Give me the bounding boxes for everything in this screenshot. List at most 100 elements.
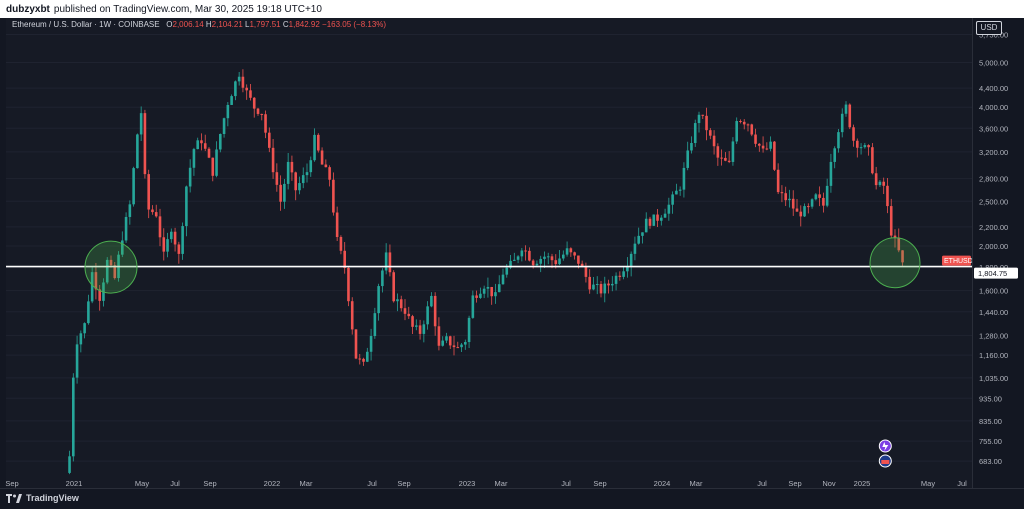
symbol-title: Ethereum / U.S. Dollar · 1W · COINBASE (12, 20, 160, 29)
candle-body (663, 213, 667, 218)
candle-body (780, 192, 784, 194)
candle-body (901, 250, 904, 263)
candle-body (724, 157, 727, 161)
published-text: published on TradingView.com, Mar 30, 20… (53, 3, 322, 15)
candle-body (739, 121, 742, 123)
candle-body (384, 252, 388, 271)
candle-body (614, 275, 618, 284)
candle-body (603, 283, 607, 294)
candle-body (411, 316, 414, 327)
candle-body (520, 250, 524, 257)
candle-body (803, 206, 806, 217)
symbol-legend[interactable]: Ethereum / U.S. Dollar · 1W · COINBASE O… (12, 20, 386, 29)
candle-body (211, 157, 215, 176)
candle-body (675, 190, 678, 195)
candle-body (822, 197, 825, 206)
candle-body (158, 216, 162, 238)
candle-body (354, 329, 358, 359)
candle-body (705, 115, 708, 131)
time-tick-label: 2023 (459, 479, 476, 488)
candle-body (283, 183, 286, 202)
price-tick-label: 4,000.00 (979, 103, 1008, 112)
candle-body (456, 347, 460, 349)
candle-body (83, 323, 86, 334)
chart-pane[interactable]: ETHUSD (6, 18, 972, 488)
candle-body (343, 250, 346, 268)
candle-body (592, 284, 595, 290)
candle-body (637, 235, 640, 244)
candle-body (810, 199, 814, 207)
candle-body (716, 146, 720, 158)
highlight-circle (84, 240, 138, 294)
price-tick-label: 5,750.00 (979, 31, 1008, 40)
tradingview-brand[interactable]: TradingView (6, 493, 79, 503)
candle-body (516, 256, 520, 260)
candle-body (162, 237, 166, 252)
candle-body (660, 217, 663, 221)
price-tick-label: 2,500.00 (979, 197, 1008, 206)
candle-body (543, 256, 546, 259)
candle-body (735, 121, 738, 142)
candle-body (840, 113, 844, 133)
close-label: C (282, 20, 289, 29)
time-tick-label: Sep (593, 479, 606, 488)
candle-body (742, 121, 746, 125)
time-tick-label: Sep (5, 479, 18, 488)
candle-body (889, 206, 893, 236)
candle-body (622, 271, 625, 277)
price-tick-label: 4,400.00 (979, 84, 1008, 93)
price-scale[interactable]: 5,750.00 5,000.00 4,400.00 4,000.00 3,600.00… (972, 18, 1024, 488)
candle-body (154, 212, 158, 217)
candle-body (494, 292, 497, 297)
candle-body (599, 284, 603, 294)
time-scale-bar[interactable]: Sep 2021 May Jul Sep 2022 Mar Jul Sep 2023 Mar Jul S… (0, 479, 1024, 509)
currency-badge[interactable]: USD (976, 21, 1002, 35)
candle-body (388, 252, 392, 273)
candle-body (170, 231, 173, 240)
candle-body (701, 114, 705, 116)
candle-body (697, 114, 701, 124)
candle-body (222, 118, 226, 134)
candle-body (761, 145, 765, 149)
candle-body (136, 134, 139, 169)
author-name[interactable]: dubzyxbt (6, 3, 50, 15)
candle-body (524, 250, 527, 252)
candle-body (203, 143, 207, 149)
candle-body (818, 194, 821, 198)
candle-body (807, 206, 810, 208)
candle-body (859, 147, 863, 149)
candle-body (196, 140, 199, 150)
candle-body (482, 288, 486, 294)
candle-body (113, 265, 117, 279)
candle-body (776, 169, 780, 193)
candle-body (234, 81, 237, 97)
candle-body (415, 325, 418, 327)
price-tick-label: 5,000.00 (979, 59, 1008, 68)
price-tick-label: 2,200.00 (979, 223, 1008, 232)
candle-body (87, 301, 90, 324)
candle-body (237, 76, 241, 82)
publisher-header: dubzyxbt published on TradingView.com, M… (0, 0, 1024, 18)
candle-body (215, 149, 218, 176)
candle-body (550, 256, 554, 261)
time-tick-label: 2024 (654, 479, 671, 488)
candle-body (98, 289, 101, 301)
candle-body (682, 167, 686, 190)
time-tick-label: Jul (757, 479, 767, 488)
time-scale-labels: Sep 2021 May Jul Sep 2022 Mar Jul Sep 2023 Mar Jul S… (5, 479, 967, 488)
time-tick-label: Sep (203, 479, 216, 488)
candle-body (652, 214, 656, 226)
candlestick-chart[interactable]: ETHUSD (6, 18, 972, 488)
candle-body (173, 231, 177, 245)
open-value: 2,006.14 (172, 20, 204, 29)
candle-body (562, 254, 565, 259)
candle-body (720, 157, 723, 159)
candle-body (584, 267, 588, 277)
candle-body (829, 161, 833, 186)
candle-body (418, 325, 422, 334)
candle-body (539, 258, 542, 264)
candle-body (350, 301, 354, 330)
time-tick-label: Nov (822, 479, 836, 488)
candle-body (268, 132, 271, 148)
close-value: 1,842.92 (288, 20, 320, 29)
